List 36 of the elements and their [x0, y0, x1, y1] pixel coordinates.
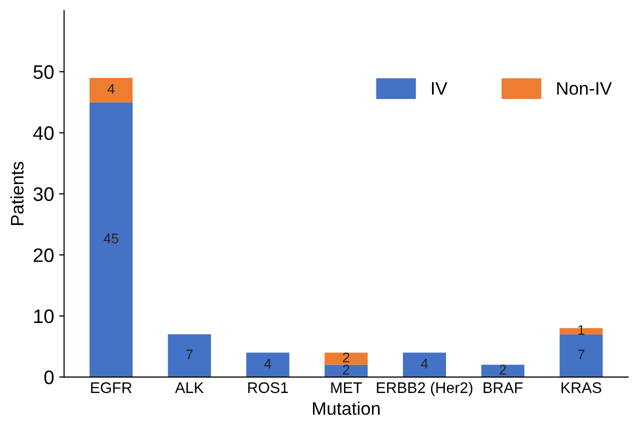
- y-tick-label: 40: [33, 126, 54, 140]
- data-label: 45: [104, 234, 118, 244]
- y-tick-label: 10: [34, 309, 54, 324]
- legend-label: IV: [432, 82, 448, 95]
- y-axis-title: Patients: [10, 162, 24, 225]
- data-label: 2: [342, 364, 350, 374]
- x-tick-label: ERBB2 (Her2): [376, 382, 472, 396]
- data-label: 7: [186, 350, 193, 360]
- x-axis-title: Mutation: [313, 402, 380, 415]
- data-label: 2: [500, 364, 506, 374]
- data-label: 1: [578, 325, 584, 335]
- bar: [90, 102, 133, 378]
- x-tick-label: EGFR: [91, 382, 132, 394]
- x-tick-label: KRAS: [562, 382, 602, 394]
- bar: [324, 364, 368, 378]
- bar: [246, 352, 290, 378]
- data-label: 7: [578, 350, 584, 360]
- x-tick-label: MET: [331, 382, 362, 393]
- bar: [324, 352, 368, 365]
- x-tick-label: ROS1: [248, 382, 288, 394]
- bar: [402, 352, 446, 378]
- bar: [168, 334, 211, 378]
- bar: [560, 334, 603, 378]
- y-tick-label: 0: [44, 370, 54, 384]
- bar: [90, 78, 133, 102]
- data-label: 4: [420, 358, 428, 368]
- y-tick-label: 30: [33, 187, 54, 202]
- bar: [481, 364, 524, 378]
- x-tick-label: ALK: [175, 382, 204, 393]
- y-tick-label: 50: [34, 65, 54, 79]
- x-tick-label: BRAF: [484, 382, 523, 393]
- data-label: 4: [264, 358, 272, 368]
- data-label: 4: [108, 84, 115, 94]
- y-tick-label: 20: [34, 248, 54, 262]
- legend-label: Non-IV: [557, 82, 612, 95]
- data-label: 2: [342, 352, 350, 362]
